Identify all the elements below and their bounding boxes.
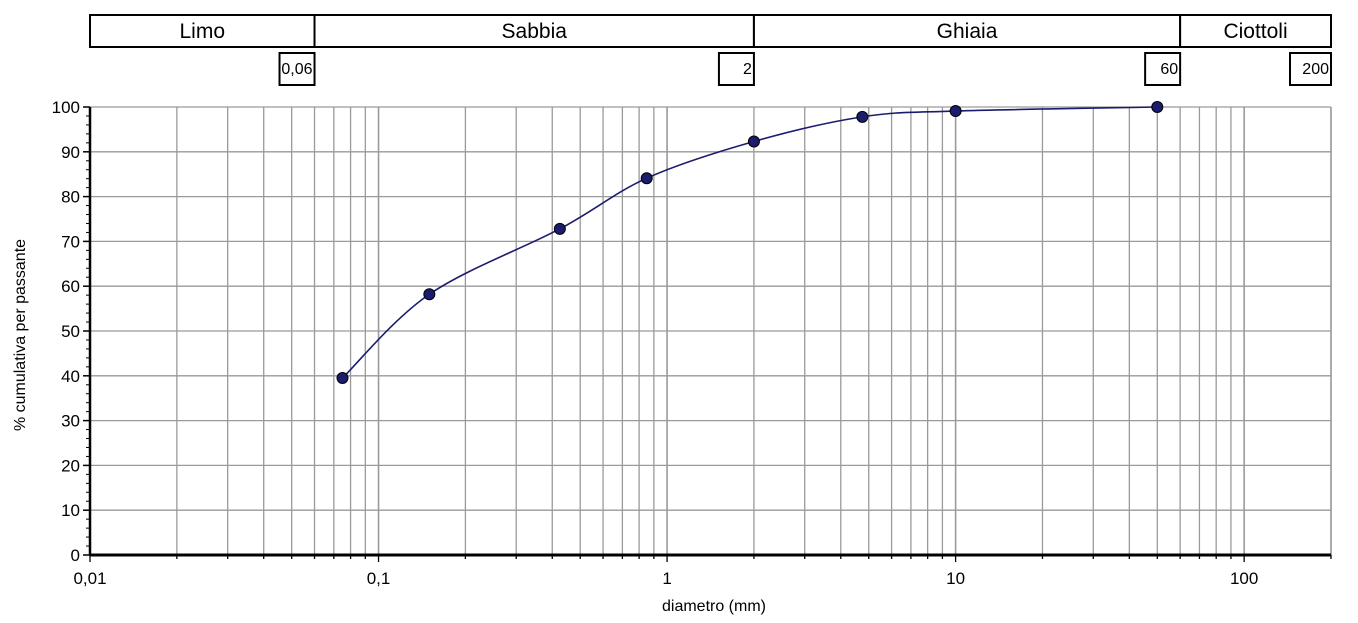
boundary-box — [278, 52, 316, 86]
x-tick-label: 10 — [946, 569, 965, 588]
x-tick-label: 0,1 — [367, 569, 391, 588]
x-tick-label: 0,01 — [73, 569, 106, 588]
y-tick-label: 20 — [61, 456, 80, 475]
y-tick-label: 90 — [61, 143, 80, 162]
band-label: Limo — [179, 20, 225, 43]
y-axis-label: % cumulativa per passante — [12, 239, 29, 431]
y-tick-label: 50 — [61, 322, 80, 341]
boundary-label: 0,06 — [281, 61, 312, 78]
boundary-label: 60 — [1160, 61, 1178, 78]
series-line — [341, 106, 1158, 379]
data-point — [856, 110, 869, 123]
classification-boundaries: 0,06 2 60 200 — [278, 52, 1332, 86]
band-label: Ciottoli — [1223, 20, 1287, 43]
boundary-label: 2 — [743, 61, 752, 78]
grid — [90, 106, 1332, 555]
band-label: Sabbia — [502, 20, 568, 43]
data-point — [747, 135, 760, 148]
band-ghiaia — [752, 14, 1182, 48]
boundary-label: 200 — [1302, 61, 1329, 78]
data-point — [1151, 101, 1164, 113]
y-tick-label: 80 — [61, 188, 80, 207]
x-axis-label: diametro (mm) — [662, 598, 766, 615]
y-tick-label: 70 — [61, 232, 80, 251]
y-tick-label: 30 — [61, 412, 80, 431]
y-tick-label: 40 — [61, 367, 80, 386]
data-point — [423, 288, 436, 301]
x-tick-label: 1 — [662, 569, 671, 588]
y-tick-label: 100 — [52, 98, 80, 117]
y-tick-label: 60 — [61, 277, 80, 296]
band-ciottoli — [1179, 14, 1332, 48]
data-series — [336, 101, 1164, 385]
y-tick-label: 10 — [61, 501, 80, 520]
band-sabbia — [313, 14, 755, 48]
boundary-box — [1289, 52, 1332, 86]
data-point — [949, 105, 962, 118]
axes: 0 10 20 30 40 50 60 70 80 90 100 0,01 0,1 1 10 100 — [52, 98, 1332, 588]
x-tick-label: 100 — [1230, 569, 1258, 588]
data-point — [336, 372, 349, 385]
classification-bands: Limo Sabbia Ghiaia Ciottoli — [89, 14, 1332, 48]
boundary-box — [1144, 52, 1182, 86]
boundary-box — [717, 52, 755, 86]
band-label: Ghiaia — [937, 20, 998, 43]
band-limo — [89, 14, 316, 48]
y-tick-label: 0 — [71, 546, 80, 565]
data-point — [640, 172, 653, 185]
data-point — [553, 222, 566, 235]
